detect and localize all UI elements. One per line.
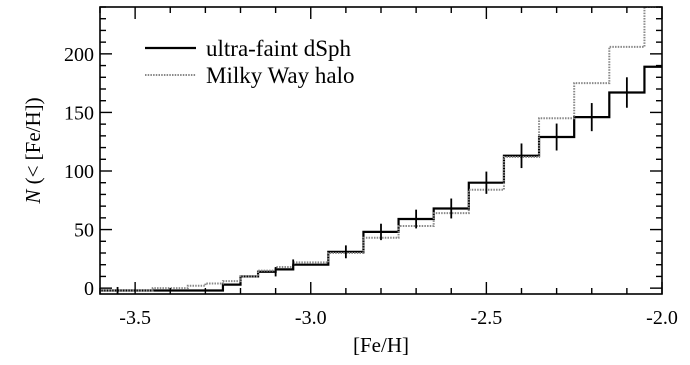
x-tick-label: -3.5 bbox=[119, 307, 151, 329]
y-axis-label-symbol: N bbox=[21, 189, 45, 205]
legend-label-milky-way-halo: Milky Way halo bbox=[206, 63, 355, 88]
x-tick-label: -2.0 bbox=[646, 307, 678, 329]
y-axis-label: N (< [Fe/H]) bbox=[21, 97, 45, 204]
series-line-ultra-faint-dsph bbox=[100, 65, 662, 292]
y-tick-label: 150 bbox=[64, 102, 94, 124]
legend-label-ultra-faint-dsph: ultra-faint dSph bbox=[206, 36, 351, 61]
y-tick-label: 100 bbox=[64, 161, 94, 183]
y-tick-label: 0 bbox=[84, 278, 94, 300]
y-tick-label: 200 bbox=[64, 44, 94, 66]
axes-layer: -3.5 -3.0 -2.5 -2.0 0 50 100 150 200 [Fe/H] N (< [… bbox=[21, 6, 678, 357]
y-tick-label: 50 bbox=[74, 220, 94, 242]
error-bars-layer bbox=[116, 77, 628, 294]
x-tick-label: -2.5 bbox=[471, 307, 503, 329]
y-axis-label-rest: (< [Fe/H]) bbox=[21, 97, 45, 189]
series-line-milky-way-halo bbox=[100, 7, 662, 292]
x-tick-label: -3.0 bbox=[295, 307, 327, 329]
series-layer bbox=[100, 7, 662, 292]
plot-border bbox=[99, 6, 663, 295]
x-axis-label: [Fe/H] bbox=[353, 333, 409, 357]
